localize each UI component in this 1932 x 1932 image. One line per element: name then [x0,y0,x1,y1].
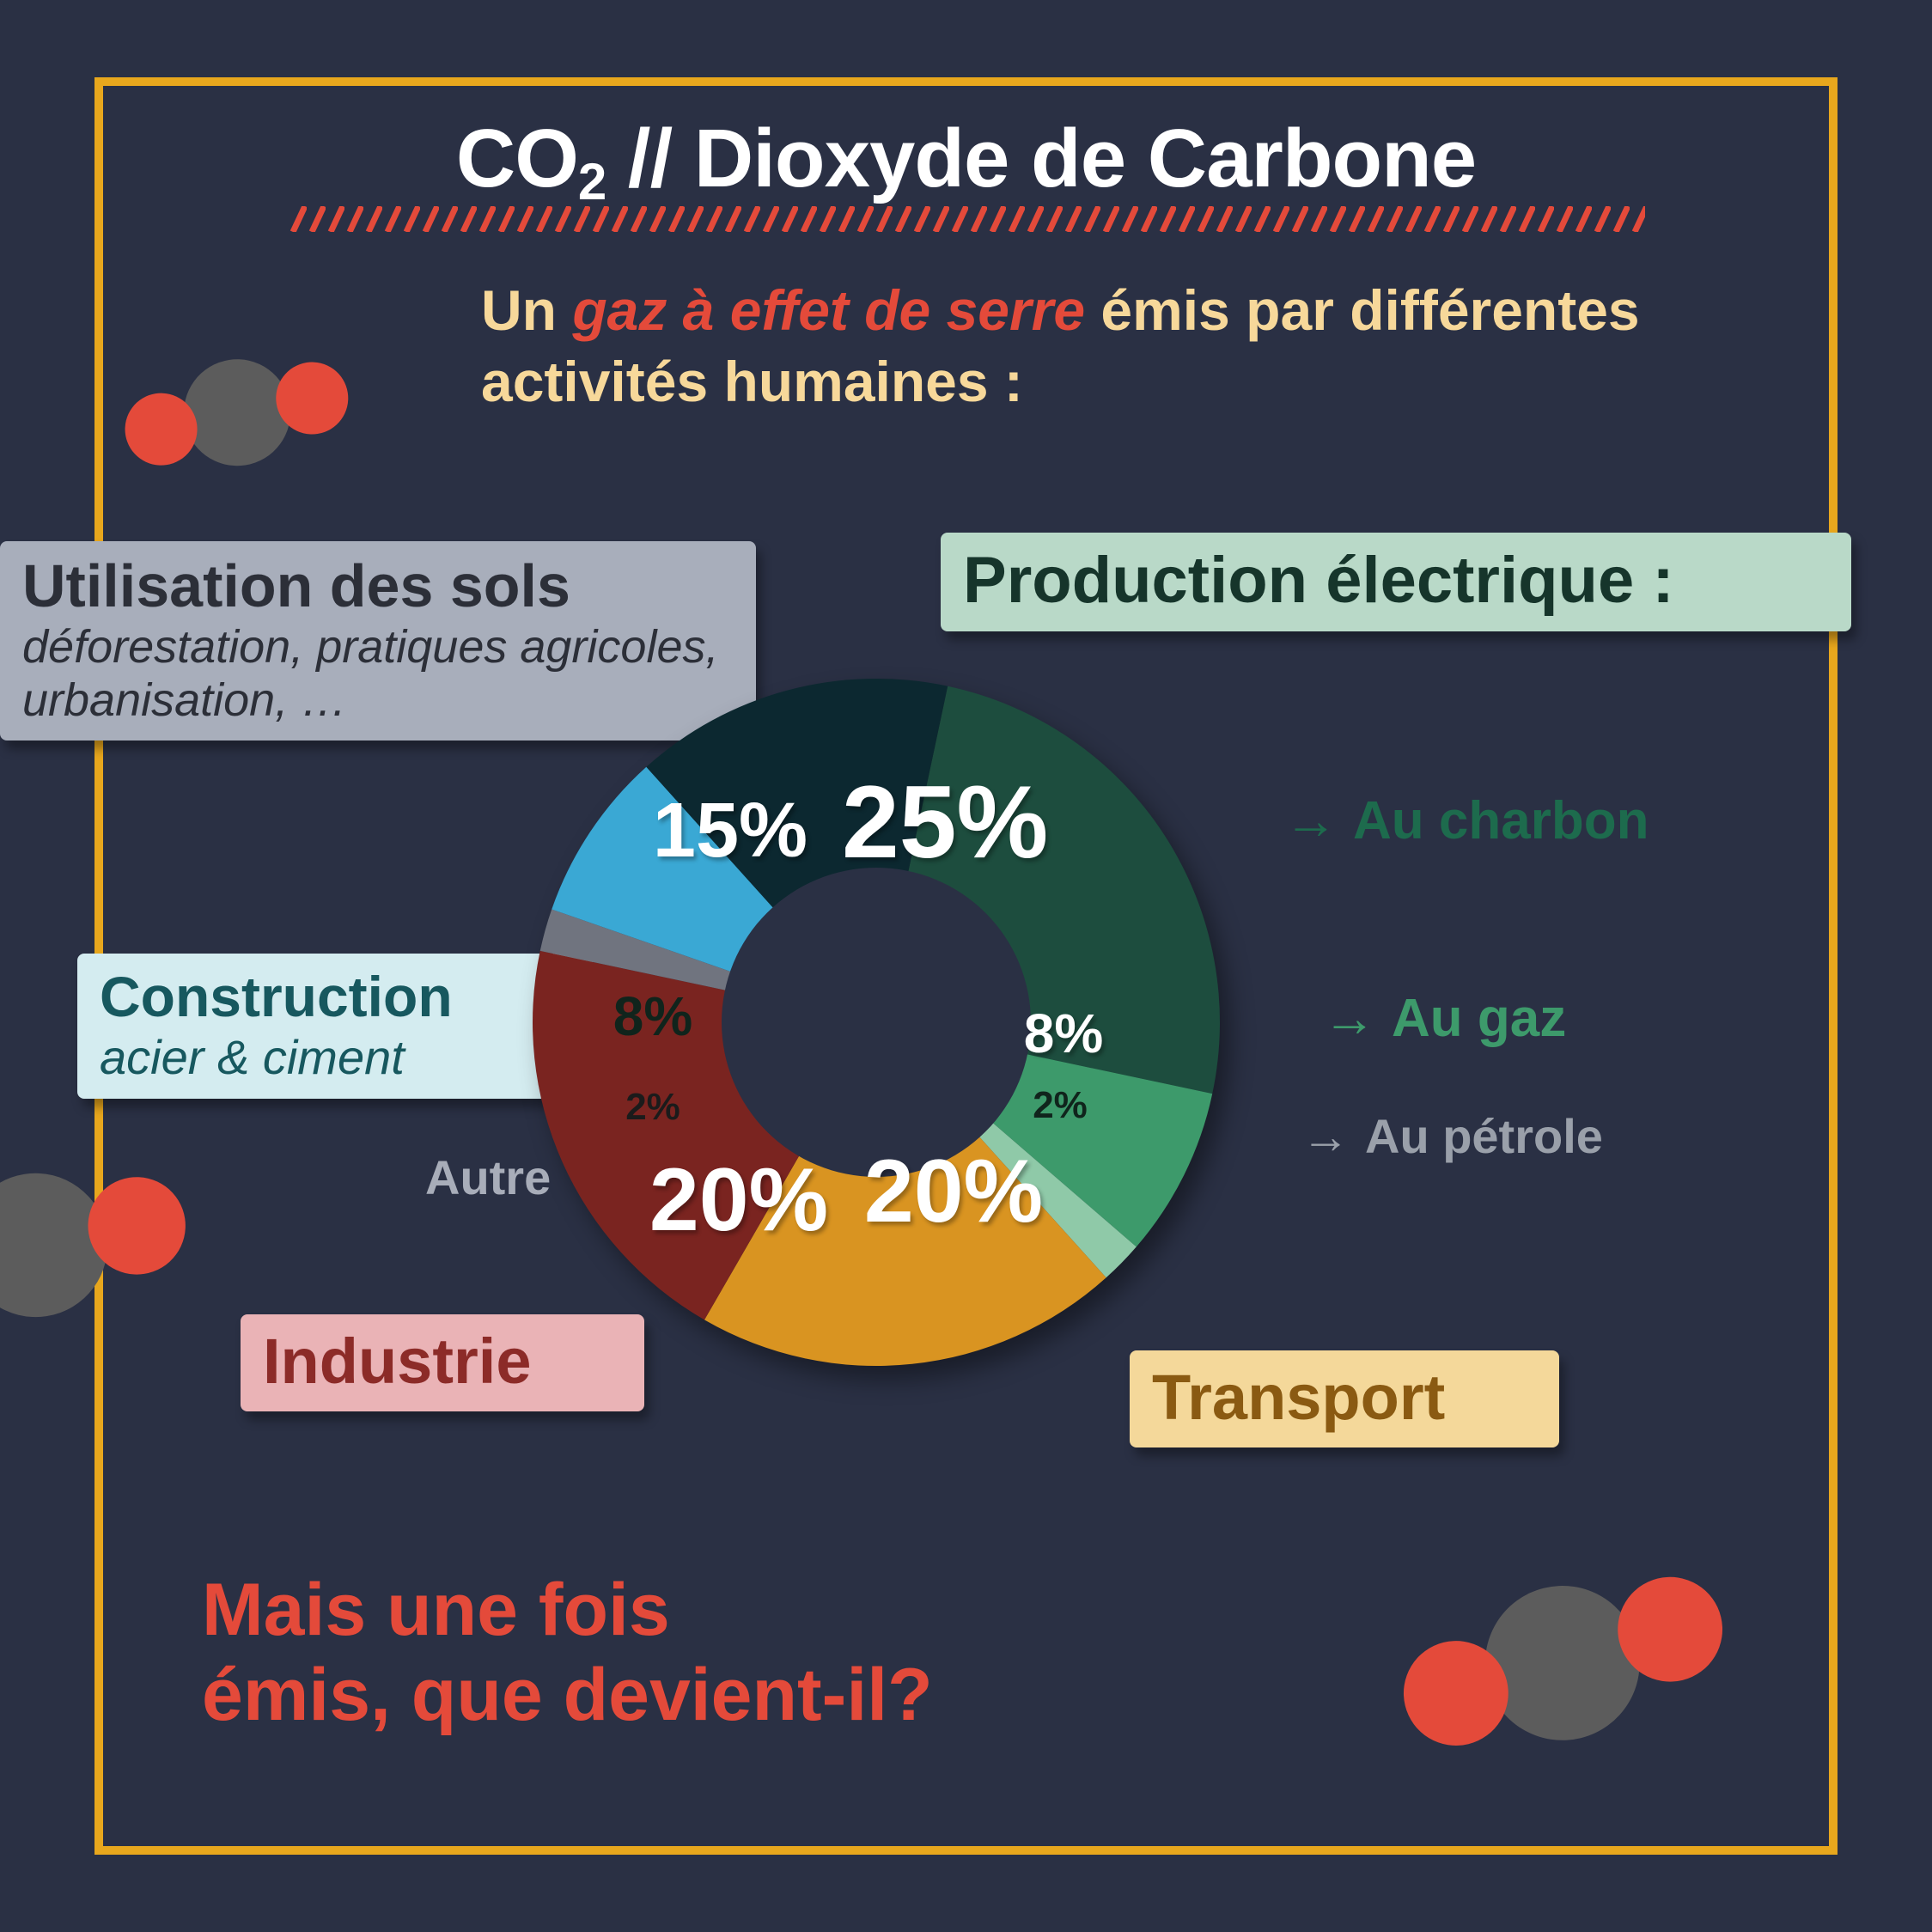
label-construction-sub: acier & ciment [100,1029,570,1085]
arrow-icon: → [1284,790,1338,851]
label-box-construction: Construction acier & ciment [77,954,593,1099]
arrow-item-petrole: → Au pétrole [1301,1108,1603,1164]
label-sols-title: Utilisation des sols [22,552,734,620]
title-rest: // Dioxyde de Carbone [606,113,1476,204]
arrow-charbon-text: Au charbon [1353,790,1649,851]
page-title: CO2 // Dioxyde de Carbone [0,112,1932,206]
label-transport-title: Transport [1152,1361,1537,1434]
footer-line2: émis, que devient-il? [202,1653,933,1738]
title-hatch-underline [288,206,1645,232]
donut-label-prod-charbon: 25% [842,763,1048,881]
donut-label-industrie: 20% [636,1149,842,1252]
arrow-icon: → [1323,988,1376,1049]
arrow-gaz-text: Au gaz [1392,988,1566,1049]
arrow-petrole-text: Au pétrole [1365,1108,1603,1164]
donut-label-transport: 20% [850,1141,1057,1243]
subtitle-em: gaz à effet de serre [572,278,1085,342]
title-prefix: CO [456,113,578,204]
donut-label-autre: 2% [550,1086,756,1129]
donut-label-construction: 8% [550,984,756,1048]
arrow-item-gaz: → Au gaz [1323,988,1566,1049]
label-autre: Autre [425,1149,551,1205]
subtitle: Un gaz à effet de serre émis par différe… [481,275,1804,417]
footer-line1: Mais une fois [202,1568,933,1653]
arrow-icon: → [1301,1108,1350,1164]
donut-label-sols: 15% [627,787,833,875]
donut-label-prod-gaz: 8% [960,1002,1167,1065]
donut-chart: 25% 8% 2% 20%20% 2% 8% 15% [533,679,1220,1366]
label-production-title: Production électrique : [963,543,1829,618]
arrow-item-charbon: → Au charbon [1284,790,1649,851]
subtitle-pre: Un [481,278,572,342]
title-sub: 2 [578,153,606,210]
label-box-production: Production électrique : [941,533,1851,631]
footer-question: Mais une fois émis, que devient-il? [202,1568,933,1738]
donut-label-prod-petrole: 2% [957,1084,1163,1127]
label-construction-title: Construction [100,964,570,1029]
